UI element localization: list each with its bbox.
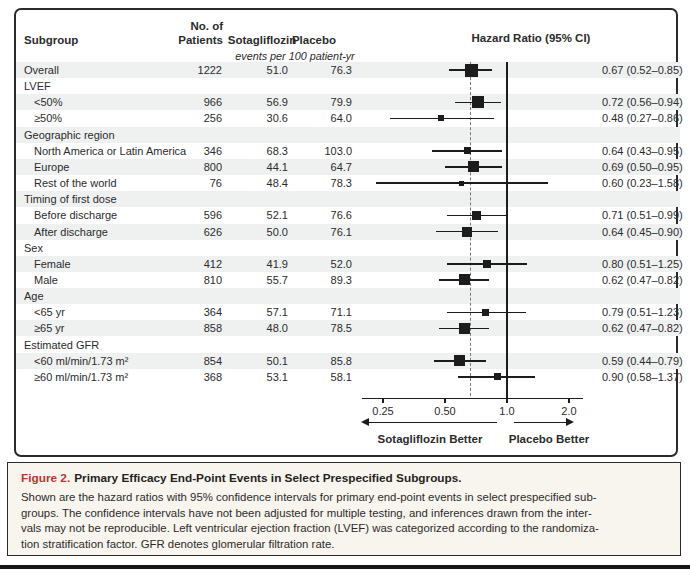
x-axis-tick-label: 0.50 bbox=[423, 405, 467, 417]
left-arrow-label: Sotagliflozin Better bbox=[355, 433, 505, 445]
right-arrow-label: Placebo Better bbox=[489, 433, 609, 445]
caption-title: Figure 2. Primary Efficacy End-Point Even… bbox=[21, 471, 667, 485]
right-arrow-line bbox=[514, 422, 567, 424]
x-axis-tick bbox=[506, 399, 507, 404]
figure-number-label: Figure 2. bbox=[21, 471, 70, 485]
x-axis-tick-label: 2.0 bbox=[547, 405, 591, 417]
figure-page: Subgroup No. of Patients Sotagliflozin P… bbox=[0, 0, 690, 574]
x-axis-tick-label: 0.25 bbox=[361, 405, 405, 417]
x-axis-tick-label: 1.0 bbox=[485, 405, 529, 417]
caption-line: Shown are the hazard ratios with 95% con… bbox=[21, 490, 667, 506]
caption-line: groups. The confidence intervals have no… bbox=[21, 506, 667, 522]
left-arrow-head-icon bbox=[361, 418, 369, 426]
bottom-rule bbox=[0, 565, 690, 569]
caption-line: tion stratification factor. GFR denotes … bbox=[21, 537, 667, 553]
x-axis-tick bbox=[382, 399, 383, 404]
x-axis-tick bbox=[444, 399, 445, 404]
right-arrow-head-icon bbox=[566, 418, 574, 426]
caption-line: vals may not be reproducible. Left ventr… bbox=[21, 521, 667, 537]
figure-caption: Figure 2. Primary Efficacy End-Point Even… bbox=[7, 462, 681, 556]
caption-title-text: Primary Efficacy End-Point Events in Sel… bbox=[74, 471, 461, 485]
left-arrow-line bbox=[368, 422, 497, 424]
x-axis-tick bbox=[568, 399, 569, 404]
